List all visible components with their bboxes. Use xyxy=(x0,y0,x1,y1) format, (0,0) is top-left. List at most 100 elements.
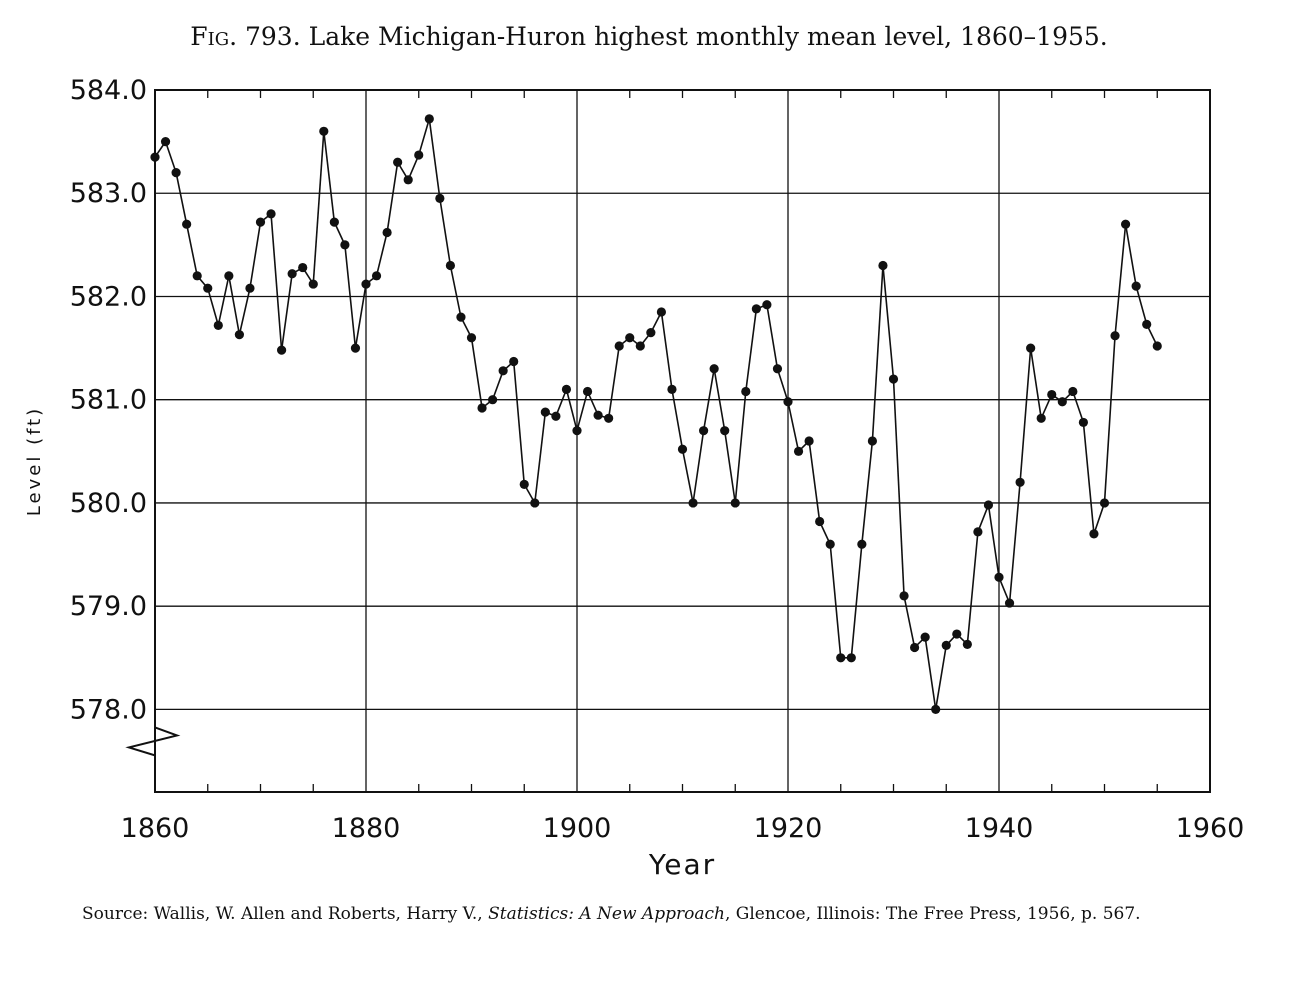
data-point xyxy=(509,356,519,367)
series-segment xyxy=(1072,391,1085,423)
series-segment xyxy=(787,401,800,452)
data-point xyxy=(994,572,1004,582)
series-segment xyxy=(850,544,863,658)
data-point xyxy=(751,304,761,314)
series-segment xyxy=(449,265,462,318)
y-tick-label: 581.0 xyxy=(70,385,147,416)
series-segment xyxy=(903,595,916,648)
plot-frame xyxy=(154,89,1211,793)
data-point xyxy=(962,639,972,649)
data-point xyxy=(371,271,382,281)
data-point xyxy=(1004,598,1015,608)
data-point xyxy=(456,312,466,322)
series-segment xyxy=(871,265,884,442)
data-point xyxy=(308,279,318,289)
data-point xyxy=(783,397,793,407)
series-segment xyxy=(323,131,336,223)
data-point xyxy=(329,217,339,227)
data-point xyxy=(203,283,213,293)
data-point xyxy=(635,341,645,351)
data-point xyxy=(361,279,371,289)
data-point xyxy=(435,193,445,203)
y-tick-label: 578.0 xyxy=(70,694,147,725)
source-book-title: Statistics: A New Approach xyxy=(488,904,725,924)
series-segment xyxy=(998,576,1011,604)
series-segment xyxy=(713,368,726,431)
data-point xyxy=(519,479,529,489)
data-point xyxy=(582,386,593,397)
data-point xyxy=(720,426,730,436)
y-tick-label: 580.0 xyxy=(70,488,147,519)
data-point xyxy=(625,333,635,343)
data-point xyxy=(846,653,856,663)
series-segment xyxy=(439,198,452,266)
data-point xyxy=(1110,331,1120,341)
data-point xyxy=(677,444,688,454)
series-segment xyxy=(892,379,905,596)
data-point xyxy=(298,262,308,273)
data-point xyxy=(477,403,487,413)
data-point xyxy=(224,271,234,281)
series-segment xyxy=(428,118,441,199)
axis-break xyxy=(125,709,181,792)
data-point xyxy=(1047,389,1057,400)
series-segment xyxy=(671,389,684,450)
data-point xyxy=(836,653,846,663)
series-segment xyxy=(344,244,357,349)
data-point xyxy=(160,137,171,147)
series-segment xyxy=(1124,224,1137,287)
series-segment xyxy=(280,273,293,351)
series-segment xyxy=(924,637,937,710)
data-point xyxy=(234,330,244,340)
data-point xyxy=(414,150,424,160)
series-segment xyxy=(745,308,758,392)
x-tick-labels: 1860 1880 1900 1920 1940 1960 xyxy=(121,813,1245,844)
series-segment xyxy=(576,391,589,431)
x-tick-label: 1960 xyxy=(1176,813,1245,844)
data-point xyxy=(255,217,266,227)
data-point xyxy=(646,328,656,338)
x-axis-label: Year xyxy=(648,848,716,881)
data-point xyxy=(1121,219,1131,229)
data-point xyxy=(910,642,920,653)
data-point xyxy=(815,516,825,527)
data-point xyxy=(878,260,888,271)
data-point xyxy=(825,539,835,549)
series-segment xyxy=(164,141,177,173)
series-segment xyxy=(966,531,979,645)
series-segment xyxy=(1029,347,1042,419)
series-segment xyxy=(185,224,198,276)
series-segment xyxy=(776,368,789,403)
series-segment xyxy=(175,172,188,225)
series-segment xyxy=(808,440,821,522)
data-point xyxy=(709,364,719,374)
series-segment xyxy=(238,288,251,335)
source-lead: Source: Wallis, W. Allen and Roberts, Ha… xyxy=(82,904,489,924)
y-tick-labels: 578.0 579.0 580.0 581.0 582.0 583.0 584.0 xyxy=(70,75,147,725)
data-point xyxy=(1142,319,1152,329)
x-tick-label: 1940 xyxy=(965,813,1034,844)
series-segment xyxy=(829,544,842,658)
data-point xyxy=(1057,397,1067,407)
data-point xyxy=(1026,343,1036,353)
series-segment xyxy=(660,311,673,390)
data-point xyxy=(424,114,434,124)
data-point xyxy=(983,500,994,510)
x-tick-label: 1900 xyxy=(543,813,612,844)
y-tick-label: 579.0 xyxy=(70,591,147,622)
y-tick-label: 583.0 xyxy=(70,178,147,209)
data-point xyxy=(445,260,455,271)
y-axis-label: Level (ft) xyxy=(24,406,45,516)
source-tail: , Glencoe, Illinois: The Free Press, 195… xyxy=(724,904,1141,924)
series-segment xyxy=(354,283,367,349)
series-segment xyxy=(1114,224,1127,336)
data-point xyxy=(488,395,498,405)
data-point xyxy=(540,407,550,417)
y-tick-label: 584.0 xyxy=(70,75,147,106)
series-segment xyxy=(470,337,483,409)
series-segment xyxy=(861,440,874,545)
series-segment xyxy=(555,389,568,417)
data-point xyxy=(192,271,202,281)
series-segment xyxy=(934,645,948,710)
data-point xyxy=(656,307,667,317)
